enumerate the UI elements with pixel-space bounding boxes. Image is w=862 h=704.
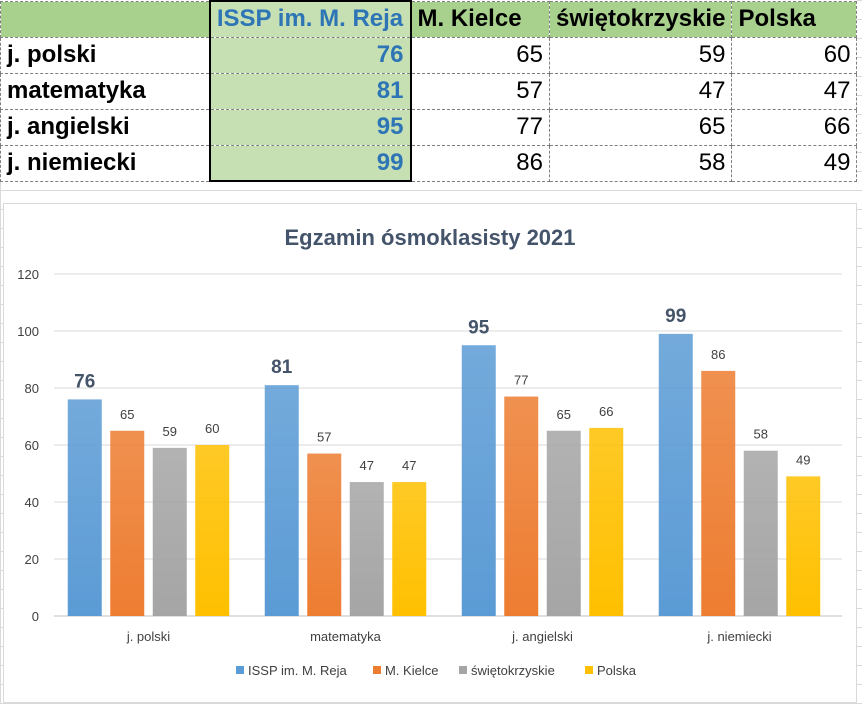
- y-tick-label: 100: [17, 324, 39, 339]
- data-label: 95: [468, 317, 490, 338]
- value-cell[interactable]: 57: [410, 72, 550, 110]
- legend-entry[interactable]: M. Kielce: [385, 663, 438, 678]
- bar-4-2[interactable]: [392, 482, 427, 616]
- bar-3-2[interactable]: [349, 482, 384, 616]
- value-cell[interactable]: 66: [731, 108, 858, 146]
- value-cell[interactable]: 65: [410, 36, 550, 74]
- data-label: 60: [205, 421, 219, 436]
- data-label: 49: [796, 452, 810, 467]
- bar-2-3[interactable]: [504, 396, 539, 616]
- table-row: j. angielski 95 77 65 66: [0, 108, 858, 146]
- category-label: matematyka: [310, 629, 382, 644]
- legend-swatch: [459, 666, 467, 674]
- data-label: 47: [360, 458, 374, 473]
- data-label: 99: [665, 306, 686, 327]
- value-cell[interactable]: 58: [548, 144, 733, 182]
- y-tick-label: 80: [25, 381, 39, 396]
- bar-1-3[interactable]: [461, 345, 496, 616]
- legend-swatch: [373, 666, 381, 674]
- bar-3-4[interactable]: [743, 450, 778, 616]
- table-header-row: ISSP im. M. Reja M. Kielce świętokrzyski…: [0, 0, 858, 38]
- header-cell-kielce[interactable]: M. Kielce: [410, 0, 550, 38]
- header-cell-issp[interactable]: ISSP im. M. Reja: [208, 0, 412, 38]
- bar-3-3[interactable]: [546, 430, 581, 616]
- data-label: 58: [754, 427, 768, 442]
- y-tick-label: 0: [32, 609, 39, 624]
- chart-area[interactable]: Egzamin ósmoklasisty 2021 0 20 40 60 80 100 12…: [3, 203, 857, 703]
- data-label: 66: [599, 404, 613, 419]
- table-row: j. niemiecki 99 86 58 49: [0, 144, 858, 182]
- value-cell[interactable]: 77: [410, 108, 550, 146]
- value-cell[interactable]: 76: [208, 36, 412, 74]
- legend-swatch: [585, 666, 593, 674]
- data-label: 65: [120, 407, 134, 422]
- bar-1-1[interactable]: [67, 399, 102, 616]
- row-label[interactable]: j. polski: [0, 36, 210, 74]
- data-label: 76: [74, 371, 95, 392]
- y-tick-label: 60: [25, 438, 39, 453]
- legend-entry[interactable]: świętokrzyskie: [471, 663, 555, 678]
- bar-4-3[interactable]: [589, 427, 624, 616]
- data-label: 81: [271, 357, 293, 378]
- value-cell[interactable]: 99: [208, 144, 412, 182]
- value-cell[interactable]: 47: [548, 72, 733, 110]
- data-label: 57: [317, 430, 331, 445]
- y-tick-label: 40: [25, 495, 39, 510]
- data-label: 59: [163, 424, 177, 439]
- bar-4-1[interactable]: [195, 445, 230, 616]
- header-cell-empty[interactable]: [0, 0, 210, 38]
- value-cell[interactable]: 81: [208, 72, 412, 110]
- header-cell-swietokrzyskie[interactable]: świętokrzyskie: [548, 0, 733, 38]
- value-cell[interactable]: 65: [548, 108, 733, 146]
- y-tick-label: 120: [17, 267, 39, 282]
- value-cell[interactable]: 95: [208, 108, 412, 146]
- legend-entry[interactable]: Polska: [597, 663, 637, 678]
- category-label: j. niemiecki: [706, 629, 771, 644]
- bar-2-1[interactable]: [110, 430, 145, 616]
- bar-4-4[interactable]: [786, 476, 821, 616]
- value-cell[interactable]: 86: [410, 144, 550, 182]
- results-table: ISSP im. M. Reja M. Kielce świętokrzyski…: [0, 0, 858, 182]
- bar-3-1[interactable]: [152, 447, 187, 616]
- bar-1-4[interactable]: [658, 333, 693, 616]
- value-cell[interactable]: 47: [731, 72, 858, 110]
- legend-entry[interactable]: ISSP im. M. Reja: [248, 663, 348, 678]
- category-label: j. angielski: [511, 629, 573, 644]
- table-row: j. polski 76 65 59 60: [0, 36, 858, 74]
- bar-chart: Egzamin ósmoklasisty 2021 0 20 40 60 80 100 12…: [17, 225, 842, 678]
- bar-2-4[interactable]: [701, 370, 736, 616]
- row-label[interactable]: j. angielski: [0, 108, 210, 146]
- value-cell[interactable]: 49: [731, 144, 858, 182]
- value-cell[interactable]: 59: [548, 36, 733, 74]
- value-cell[interactable]: 60: [731, 36, 858, 74]
- data-label: 65: [557, 407, 571, 422]
- bar-2-2[interactable]: [307, 453, 342, 616]
- row-label[interactable]: j. niemiecki: [0, 144, 210, 182]
- category-label: j. polski: [126, 629, 170, 644]
- chart-title: Egzamin ósmoklasisty 2021: [284, 225, 575, 250]
- header-cell-polska[interactable]: Polska: [731, 0, 858, 38]
- bar-1-2[interactable]: [264, 385, 299, 616]
- row-label[interactable]: matematyka: [0, 72, 210, 110]
- y-tick-label: 20: [25, 552, 39, 567]
- table-row: matematyka 81 57 47 47: [0, 72, 858, 110]
- data-label: 77: [514, 373, 528, 388]
- data-label: 47: [402, 458, 416, 473]
- legend-swatch: [236, 666, 244, 674]
- data-label: 86: [711, 347, 725, 362]
